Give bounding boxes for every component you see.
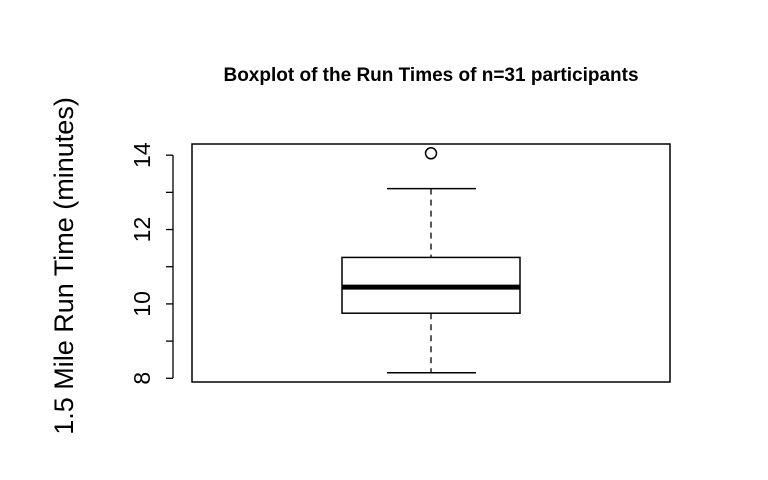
plot-frame (191, 143, 671, 383)
y-tick-label: 12 (129, 217, 155, 243)
y-axis: 8 10 12 14 (129, 142, 174, 385)
y-tick-label: 14 (129, 142, 155, 168)
chart-title: Boxplot of the Run Times of n=31 partici… (223, 65, 638, 86)
y-tick-label: 8 (129, 372, 155, 385)
outlier-point (424, 147, 438, 160)
y-axis-label: 1.5 Mile Run Time (minutes) (49, 97, 79, 435)
y-tick-label: 10 (129, 291, 155, 317)
box-group (341, 147, 521, 374)
